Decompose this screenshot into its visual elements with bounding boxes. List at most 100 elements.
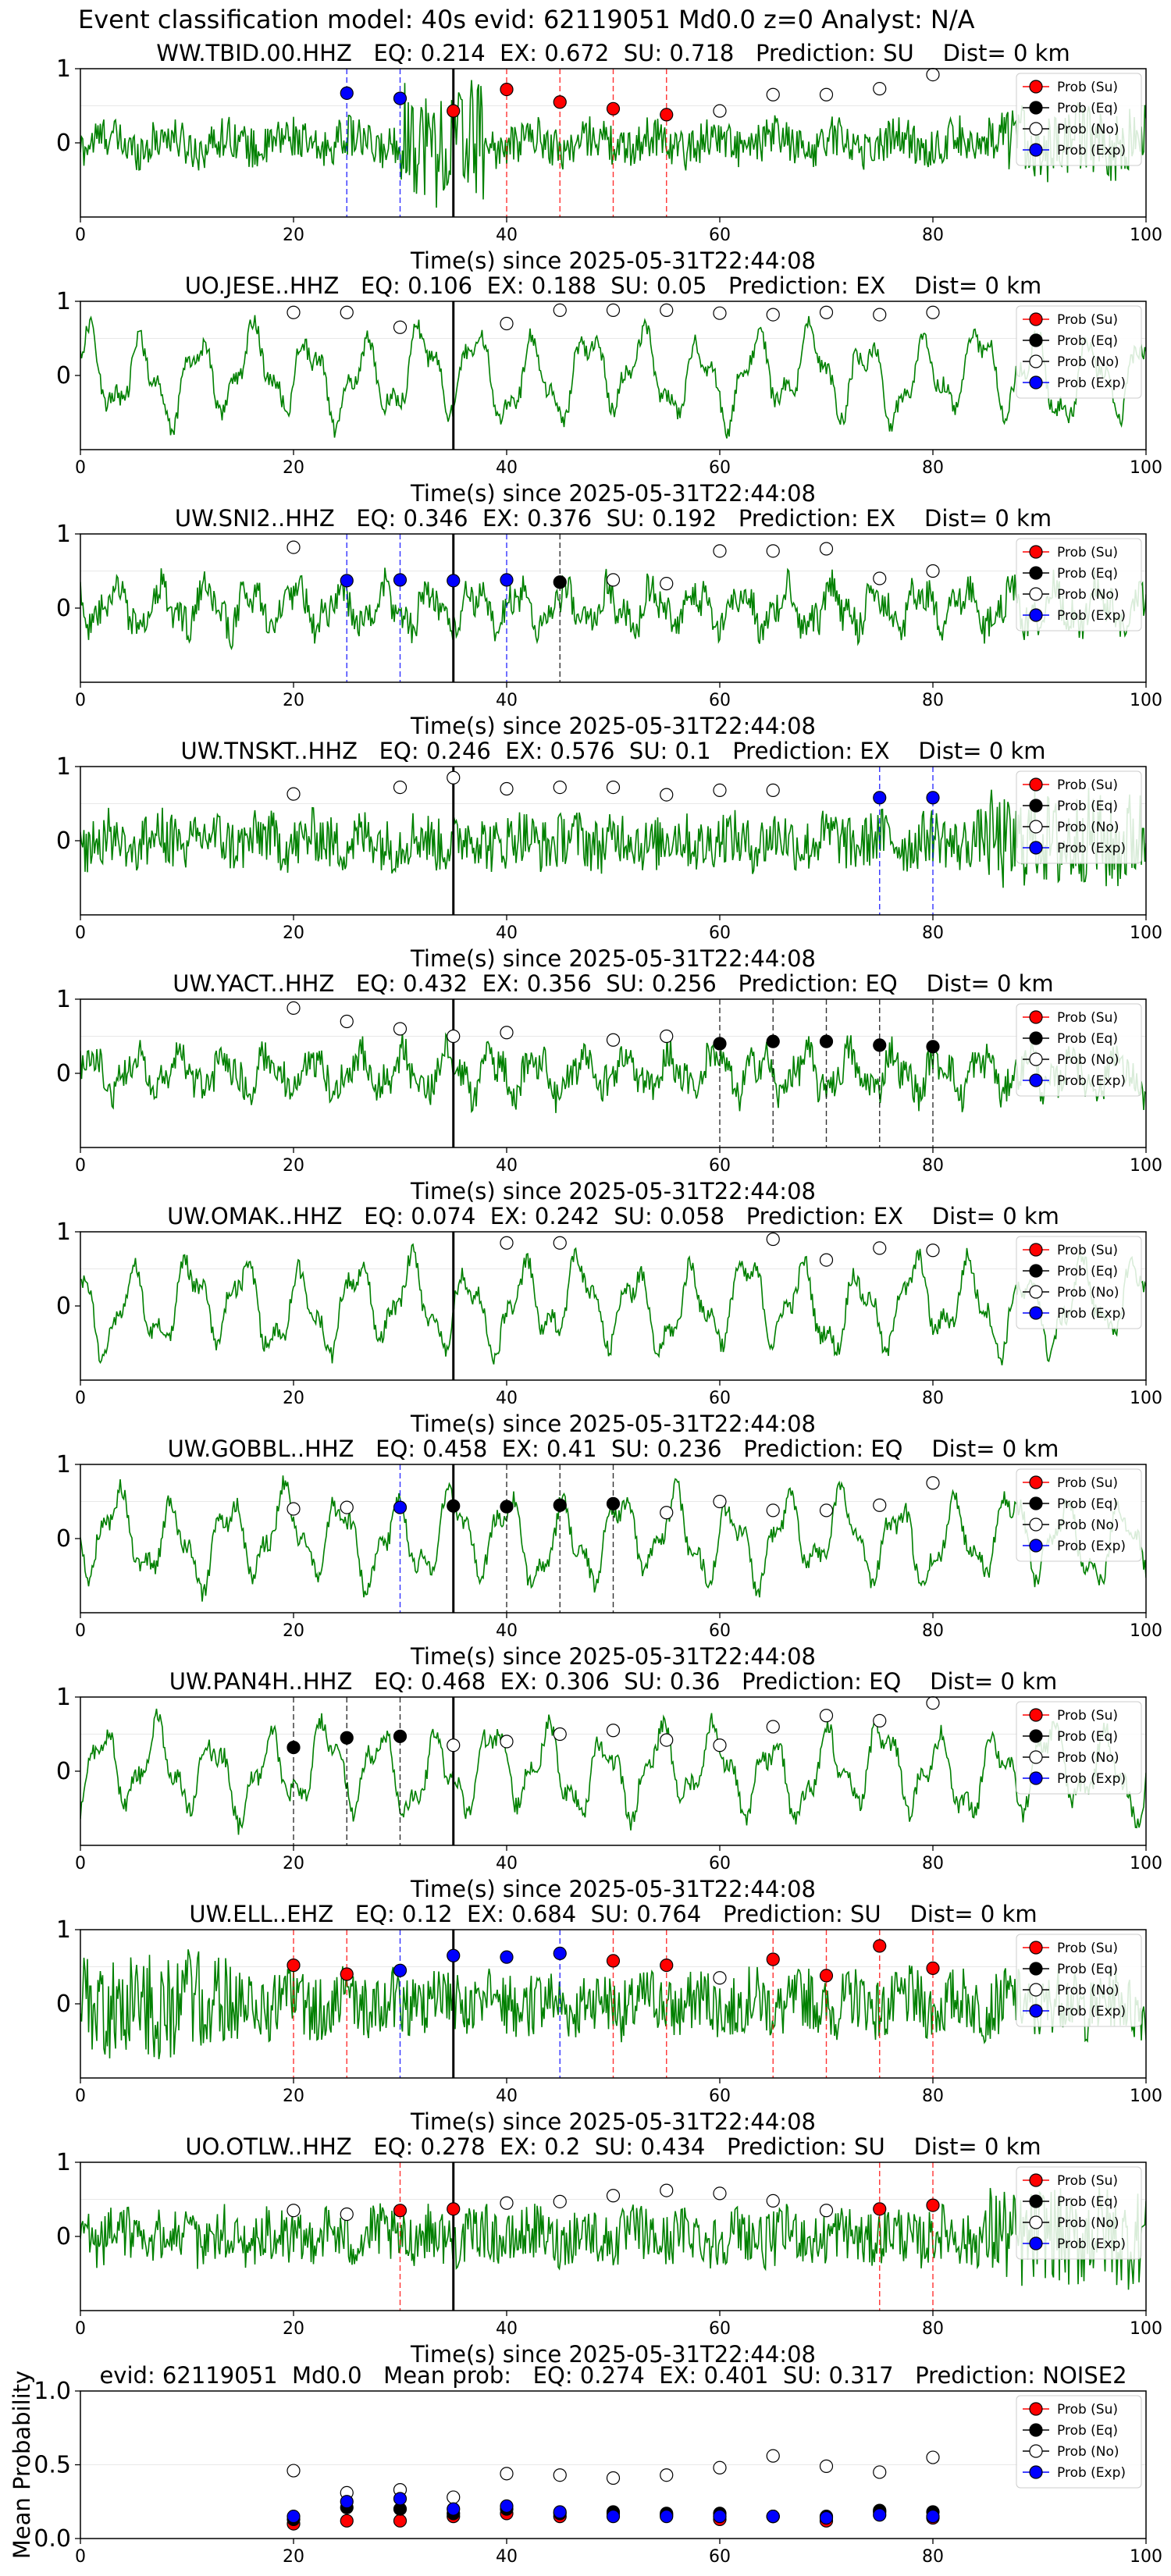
x-axis-label: Time(s) since 2025-05-31T22:44:08 xyxy=(410,247,816,274)
legend-label: Prob (Su) xyxy=(1057,1010,1118,1026)
x-tick-label: 20 xyxy=(283,1854,304,1873)
legend-label: Prob (Eq) xyxy=(1057,1729,1118,1745)
data-point-probexp xyxy=(340,86,354,100)
legend-label: Prob (Su) xyxy=(1057,80,1118,95)
legend-marker xyxy=(1029,587,1043,601)
data-point-probno xyxy=(926,305,940,319)
chart-panel-7: 0 20 40 60 80 100 0 1 UW.GOBBL..HHZ EQ: 0.458 EX… xyxy=(56,1436,1162,1670)
legend-label: Prob (Eq) xyxy=(1057,333,1118,349)
x-tick-label: 0 xyxy=(75,1854,86,1873)
x-tick-label: 80 xyxy=(922,1621,944,1641)
figure-title: Event classification model: 40s evid: 62… xyxy=(78,5,975,34)
legend-label: Prob (Exp) xyxy=(1057,1306,1126,1322)
legend-label: Prob (Exp) xyxy=(1057,2236,1126,2252)
x-tick-label: 60 xyxy=(709,1854,731,1873)
x-tick-label: 0 xyxy=(75,923,86,943)
data-point-probno xyxy=(660,577,674,591)
data-point-probno xyxy=(766,783,780,798)
x-axis-label: Time(s) since 2025-05-31T22:44:08 xyxy=(410,1876,816,1902)
x-tick-label: 60 xyxy=(709,1156,731,1176)
y-tick-label: 1 xyxy=(56,1451,71,1478)
x-tick-label: 80 xyxy=(922,1156,944,1176)
y-tick-label: 0 xyxy=(56,130,71,157)
y-tick-label: 0 xyxy=(56,1293,71,1320)
legend-label: Prob (Eq) xyxy=(1057,1962,1118,1977)
data-point-probexp xyxy=(606,2510,621,2524)
legend-marker xyxy=(1029,1539,1043,1553)
x-tick-label: 20 xyxy=(283,2087,304,2106)
x-tick-label: 40 xyxy=(496,2319,518,2339)
legend-label: Prob (Eq) xyxy=(1057,1031,1118,1047)
legend-label: Prob (Eq) xyxy=(1057,1264,1118,1279)
x-tick-label: 60 xyxy=(709,691,731,710)
legend: Prob (Su) Prob (Eq) Prob (No) Prob (Exp) xyxy=(1016,305,1142,399)
data-point-probno xyxy=(819,305,834,319)
legend-marker xyxy=(1029,1052,1043,1066)
legend-marker xyxy=(1029,1983,1043,1997)
data-point-probexp xyxy=(340,574,354,588)
legend-marker xyxy=(1029,777,1043,792)
legend-label: Prob (No) xyxy=(1057,587,1119,603)
chart-title: UW.SNI2..HHZ EQ: 0.346 EX: 0.376 SU: 0.1… xyxy=(175,505,1052,532)
waveform-trace xyxy=(80,1032,1146,1114)
data-point-probsu xyxy=(926,1961,940,1975)
x-tick-label: 40 xyxy=(496,1621,518,1641)
data-point-probno xyxy=(447,2490,461,2504)
data-point-probno xyxy=(606,2471,621,2485)
data-point-probno xyxy=(287,305,301,319)
legend: Prob (Su) Prob (Eq) Prob (No) Prob (Exp) xyxy=(1016,1934,1142,2027)
chart-panel-2: 0 20 40 60 80 100 0 1 UO.JESE..HHZ EQ: 0.106 EX:… xyxy=(56,272,1162,507)
x-tick-label: 0 xyxy=(75,1156,86,1176)
data-point-probno xyxy=(766,544,780,558)
x-tick-label: 60 xyxy=(709,1621,731,1641)
data-point-probno xyxy=(287,540,301,554)
legend-marker xyxy=(1029,122,1043,136)
axes-frame xyxy=(80,533,1147,683)
x-tick-label: 60 xyxy=(709,226,731,245)
data-point-probeq xyxy=(873,1038,887,1052)
data-point-probexp xyxy=(500,1950,514,1964)
data-point-probno xyxy=(766,308,780,322)
data-point-probexp xyxy=(500,573,514,587)
y-tick-label: 0 xyxy=(56,827,71,855)
x-tick-label: 80 xyxy=(922,226,944,245)
legend-marker xyxy=(1029,2423,1043,2437)
data-point-probexp xyxy=(393,91,408,105)
waveform-trace xyxy=(80,2186,1146,2290)
legend-label: Prob (Exp) xyxy=(1057,2465,1126,2481)
x-tick-label: 20 xyxy=(283,2319,304,2339)
x-tick-label: 20 xyxy=(283,1156,304,1176)
data-point-probeq xyxy=(766,1034,780,1048)
data-point-probno xyxy=(500,2467,514,2481)
data-point-probsu xyxy=(393,2514,408,2528)
legend-box xyxy=(1016,1934,1142,2027)
legend-marker xyxy=(1029,2004,1043,2018)
data-point-probno xyxy=(926,564,940,578)
x-tick-label: 80 xyxy=(922,1854,944,1873)
data-point-probeq xyxy=(926,1040,940,1054)
data-point-probexp xyxy=(873,2508,887,2522)
legend: Prob (Su) Prob (Eq) Prob (No) Prob (Exp) xyxy=(1016,1701,1142,1795)
data-point-probexp xyxy=(553,2505,567,2519)
data-point-probno xyxy=(713,306,727,320)
data-point-probsu xyxy=(447,104,461,118)
legend-label: Prob (No) xyxy=(1057,1517,1119,1533)
data-point-probno xyxy=(606,1724,621,1738)
x-axis-label: Time(s) since 2025-05-31T22:44:08 xyxy=(410,1411,816,1437)
data-point-probno xyxy=(500,2196,514,2210)
data-point-probno xyxy=(606,573,621,587)
data-point-probexp xyxy=(926,2510,940,2524)
chart-panel-3: 0 20 40 60 80 100 0 1 UW.SNI2..HHZ EQ: 0.346 EX:… xyxy=(56,505,1162,739)
legend-marker xyxy=(1029,841,1043,855)
data-point-probsu xyxy=(926,2198,940,2212)
y-tick-label: 1 xyxy=(56,55,71,83)
x-tick-label: 80 xyxy=(922,458,944,478)
x-tick-label: 100 xyxy=(1130,1389,1162,1408)
legend-label: Prob (Su) xyxy=(1057,1941,1118,1956)
legend: Prob (Su) Prob (Eq) Prob (No) Prob (Exp) xyxy=(1016,2166,1142,2260)
legend-marker xyxy=(1029,2173,1043,2187)
chart-panel-8: 0 20 40 60 80 100 0 1 UW.PAN4H..HHZ EQ: 0.468 EX… xyxy=(56,1668,1162,1902)
legend-label: Prob (No) xyxy=(1057,2444,1119,2460)
x-tick-label: 0 xyxy=(75,226,86,245)
chart-title: WW.TBID.00.HHZ EQ: 0.214 EX: 0.672 SU: 0… xyxy=(156,40,1070,66)
